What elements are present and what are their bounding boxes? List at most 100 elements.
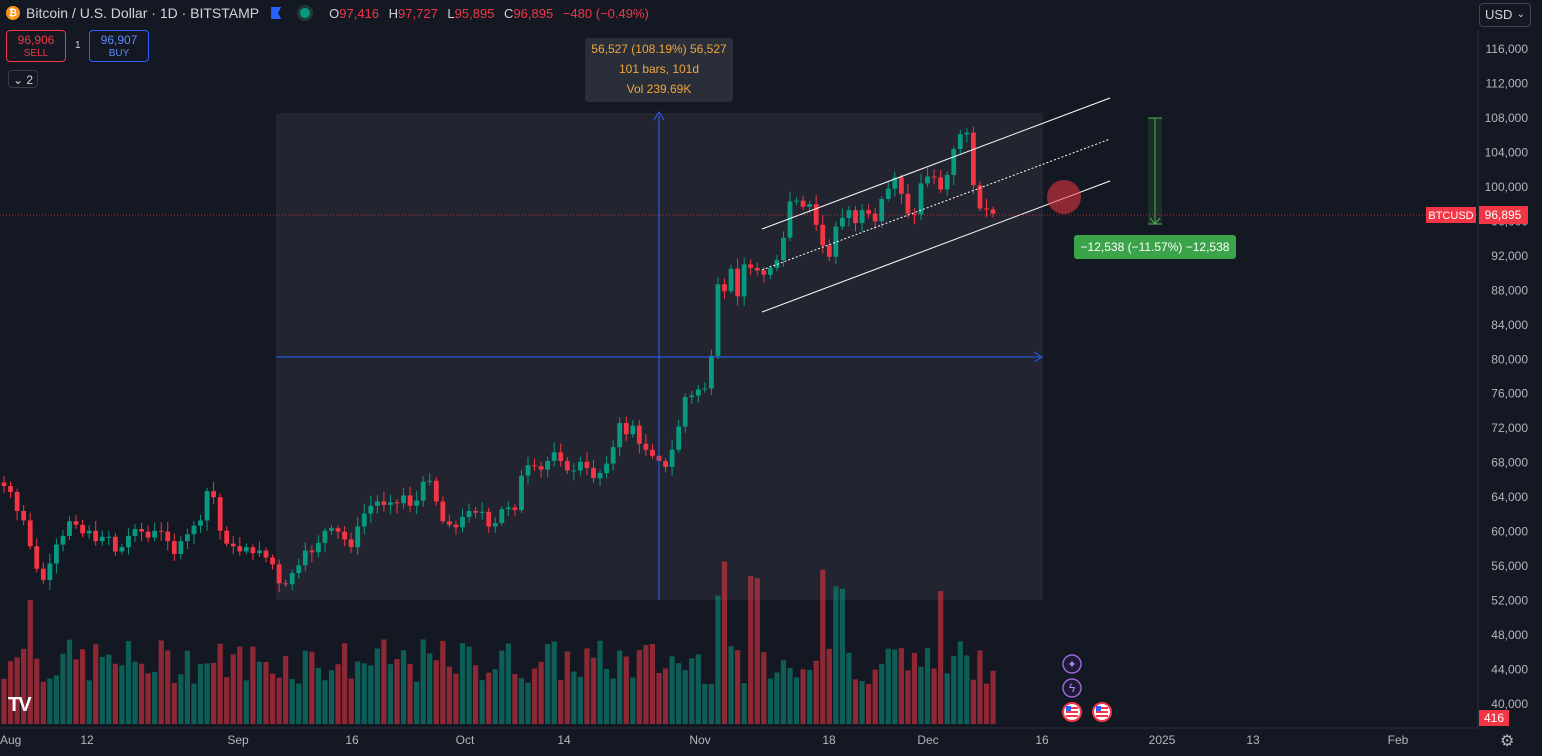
symbol-title[interactable]: Bitcoin / U.S. Dollar · 1D · BITSTAMP — [26, 5, 260, 21]
currency-select[interactable]: USD ⌄ — [1479, 3, 1531, 27]
candle — [361, 513, 367, 527]
market-status-icon[interactable] — [297, 5, 314, 21]
candle — [433, 480, 439, 502]
price-tick: 80,000 — [1491, 352, 1528, 366]
candle — [532, 465, 537, 467]
candle — [663, 460, 668, 467]
measure-line-2: 101 bars, 101d — [619, 62, 699, 76]
volume-bar — [73, 659, 79, 724]
volume-bar — [793, 677, 800, 724]
candle — [473, 510, 478, 513]
flag-stripe — [1096, 715, 1108, 717]
candle — [355, 526, 361, 548]
volume-bar — [761, 652, 767, 724]
flag-icon[interactable] — [271, 7, 282, 19]
volume-bar — [918, 666, 924, 724]
low-value: 95,895 — [454, 5, 495, 21]
volume-bar — [708, 683, 714, 724]
candle — [420, 481, 426, 501]
volume-bar — [558, 680, 564, 724]
candle — [905, 193, 911, 214]
buy-button[interactable]: 96,907 BUY — [89, 30, 149, 62]
channel-mid-line — [761, 138, 1111, 271]
volume-bar — [682, 670, 688, 724]
volume-bar — [833, 586, 839, 724]
volume-bar — [662, 668, 669, 724]
candle — [617, 423, 623, 448]
volume-bar — [518, 678, 525, 724]
volume-bar — [983, 683, 990, 724]
volume-bar — [256, 661, 263, 724]
candle — [604, 463, 609, 474]
price-tick: 60,000 — [1491, 525, 1528, 539]
tradingview-logo[interactable]: TV — [8, 694, 32, 716]
indicators-collapse-button[interactable]: ⌄ 2 — [8, 70, 38, 88]
highlight-circle — [1047, 180, 1081, 214]
volume-bar — [512, 673, 518, 724]
candle — [342, 531, 347, 540]
volume-bar — [669, 656, 675, 724]
symbol-header[interactable]: ₿ Bitcoin / U.S. Dollar · 1D · BITSTAMP … — [6, 4, 655, 22]
volume-bar — [138, 663, 145, 724]
volume-bar — [564, 651, 570, 724]
volume-bar — [348, 678, 354, 724]
time-tick: Feb — [1388, 733, 1409, 747]
volume-bar — [479, 680, 485, 724]
flag-stripe — [1096, 707, 1108, 709]
lightning-icon[interactable] — [1062, 678, 1082, 698]
candle — [407, 495, 413, 506]
candle — [112, 536, 118, 552]
time-tick: 14 — [557, 733, 571, 747]
candle — [1, 482, 7, 486]
volume-bar — [898, 648, 904, 724]
volume-bar — [695, 654, 701, 724]
volume-bar — [787, 668, 793, 724]
arrow-right-icon — [1033, 351, 1043, 363]
candle — [198, 520, 203, 526]
candle — [846, 210, 852, 218]
price-axis[interactable] — [1478, 0, 1542, 756]
volume-bar — [617, 650, 623, 724]
sell-button[interactable]: 96,906 SELL — [6, 30, 66, 62]
candle — [754, 267, 760, 271]
volume-bar — [767, 678, 773, 724]
volume-bar — [381, 639, 387, 724]
volume-bar — [322, 680, 328, 724]
gear-icon[interactable]: ⚙ — [1500, 733, 1515, 750]
price-tick: 108,000 — [1485, 111, 1529, 125]
volume-bar — [263, 662, 269, 724]
volume-bar — [53, 675, 59, 724]
candle — [866, 210, 871, 214]
volume-bar — [14, 657, 20, 724]
time-tick: Nov — [689, 733, 710, 747]
volume-bar — [289, 679, 295, 724]
volume-bar — [551, 641, 557, 724]
volume-bar — [309, 651, 315, 724]
volume-bar — [826, 648, 832, 724]
volume-bar — [368, 665, 374, 724]
volume-bar — [630, 677, 636, 724]
candle — [898, 177, 904, 194]
candle — [329, 528, 334, 531]
volume-bar — [866, 683, 872, 724]
candle — [381, 501, 387, 505]
volume-bar — [721, 561, 728, 724]
volume-bar — [525, 682, 531, 724]
volume-bar — [99, 656, 105, 724]
volume-bar — [1, 678, 7, 724]
time-tick: 12 — [80, 733, 94, 747]
price-tick: 64,000 — [1491, 490, 1528, 504]
time-tick: 16 — [345, 733, 359, 747]
candle — [787, 201, 793, 238]
candle — [21, 510, 27, 521]
candle — [892, 177, 898, 189]
candle — [650, 449, 655, 456]
volume-bar — [846, 652, 852, 724]
volume-bar — [269, 673, 276, 724]
volume-bar — [885, 648, 891, 724]
volume-bar — [911, 652, 918, 724]
sparkle-icon[interactable] — [1062, 654, 1082, 674]
volume-bar — [80, 649, 86, 724]
candle — [14, 491, 20, 511]
